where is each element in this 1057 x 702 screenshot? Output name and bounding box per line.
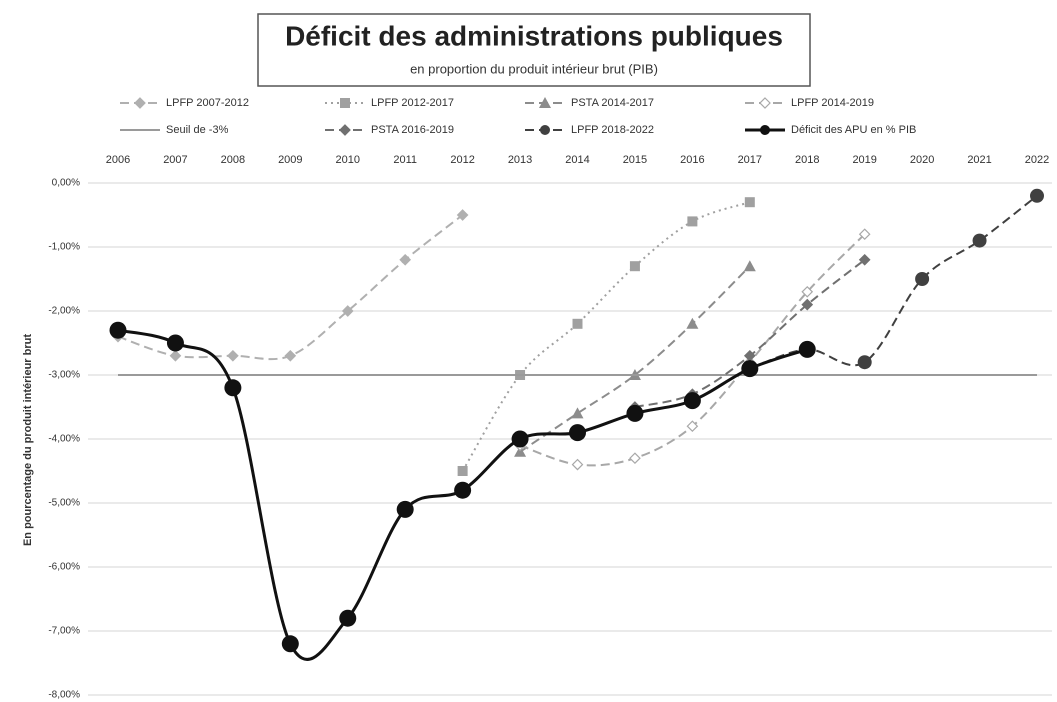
marker xyxy=(741,360,759,378)
marker xyxy=(798,340,816,358)
marker xyxy=(857,355,872,370)
legend-marker xyxy=(134,97,146,109)
chart-subtitle: en proportion du produit intérieur brut … xyxy=(410,61,658,76)
x-tick-label: 2015 xyxy=(623,154,647,166)
chart-title: Déficit des administrations publiques xyxy=(285,20,783,51)
series xyxy=(109,321,816,661)
marker xyxy=(341,305,354,317)
marker xyxy=(281,635,299,653)
marker xyxy=(858,228,871,241)
legend-label: PSTA 2014-2017 xyxy=(571,97,654,109)
x-tick-label: 2012 xyxy=(450,154,474,166)
x-tick-label: 2008 xyxy=(221,154,245,166)
x-tick-label: 2019 xyxy=(852,154,876,166)
marker xyxy=(972,233,987,248)
x-tick-label: 2021 xyxy=(967,154,991,166)
marker xyxy=(224,379,242,397)
legend-label: PSTA 2016-2019 xyxy=(371,124,454,136)
marker xyxy=(801,285,814,298)
legend-marker xyxy=(759,97,771,109)
x-tick-label: 2020 xyxy=(910,154,934,166)
legend-label: LPFP 2014-2019 xyxy=(791,97,874,109)
legend-label: Déficit des APU en % PIB xyxy=(791,124,916,136)
marker xyxy=(457,466,468,476)
x-tick-label: 2007 xyxy=(163,154,187,166)
y-tick-label: -3,00% xyxy=(48,370,80,381)
series xyxy=(514,228,871,471)
y-tick-label: -2,00% xyxy=(48,306,80,317)
y-tick-label: -8,00% xyxy=(48,690,80,701)
marker xyxy=(169,349,182,362)
marker xyxy=(686,317,699,329)
y-tick-label: -6,00% xyxy=(48,562,80,573)
y-tick-label: -4,00% xyxy=(48,434,80,445)
marker xyxy=(572,318,583,329)
y-tick-label: -5,00% xyxy=(48,498,80,509)
marker xyxy=(339,609,357,627)
marker xyxy=(915,272,930,286)
marker xyxy=(629,452,641,465)
marker xyxy=(571,458,584,471)
legend-label: LPFP 2012-2017 xyxy=(371,97,454,109)
legend-label: Seuil de -3% xyxy=(166,124,229,136)
x-tick-label: 2010 xyxy=(336,154,360,166)
legend-marker xyxy=(339,124,351,136)
title-box xyxy=(257,13,811,87)
marker xyxy=(571,407,584,419)
y-tick-label: -7,00% xyxy=(48,626,80,637)
marker xyxy=(626,404,644,422)
x-tick-label: 2022 xyxy=(1025,154,1049,166)
series xyxy=(629,253,871,413)
marker xyxy=(109,321,127,339)
legend-label: LPFP 2007-2012 xyxy=(166,97,249,109)
x-tick-label: 2006 xyxy=(106,154,130,166)
marker xyxy=(456,209,469,221)
marker xyxy=(511,430,529,448)
x-tick-label: 2017 xyxy=(738,154,762,166)
marker xyxy=(284,349,297,362)
x-tick-label: 2018 xyxy=(795,154,819,166)
marker xyxy=(686,420,699,433)
x-tick-label: 2011 xyxy=(393,154,417,166)
series-line xyxy=(519,265,751,453)
series xyxy=(457,197,755,476)
marker xyxy=(227,349,239,362)
marker xyxy=(687,216,698,227)
marker xyxy=(454,481,472,499)
y-tick-label: -1,00% xyxy=(48,242,80,253)
x-tick-label: 2016 xyxy=(680,154,704,166)
series-line xyxy=(749,195,1038,370)
legend-marker xyxy=(340,98,350,108)
marker xyxy=(801,298,814,311)
marker xyxy=(683,392,701,410)
legend-marker xyxy=(540,125,550,135)
marker xyxy=(399,253,412,266)
y-axis-label: En pourcentage du produit intérieur brut xyxy=(22,334,34,546)
marker xyxy=(514,445,527,457)
marker xyxy=(569,424,586,442)
legend-label: LPFP 2018-2022 xyxy=(571,124,654,136)
series xyxy=(112,209,469,362)
marker xyxy=(1030,188,1044,203)
marker xyxy=(166,334,184,352)
series-line xyxy=(461,201,751,472)
marker xyxy=(858,253,871,266)
legend-marker xyxy=(539,97,551,108)
marker xyxy=(744,197,755,208)
x-tick-label: 2013 xyxy=(508,154,532,166)
marker xyxy=(396,500,414,518)
x-tick-label: 2009 xyxy=(278,154,302,166)
legend-marker xyxy=(760,125,770,135)
series-line xyxy=(634,259,866,408)
series xyxy=(742,188,1044,376)
marker xyxy=(629,261,640,272)
series xyxy=(514,260,756,457)
x-tick-label: 2014 xyxy=(565,154,589,166)
y-tick-label: 0,00% xyxy=(52,178,80,189)
marker xyxy=(743,260,756,272)
